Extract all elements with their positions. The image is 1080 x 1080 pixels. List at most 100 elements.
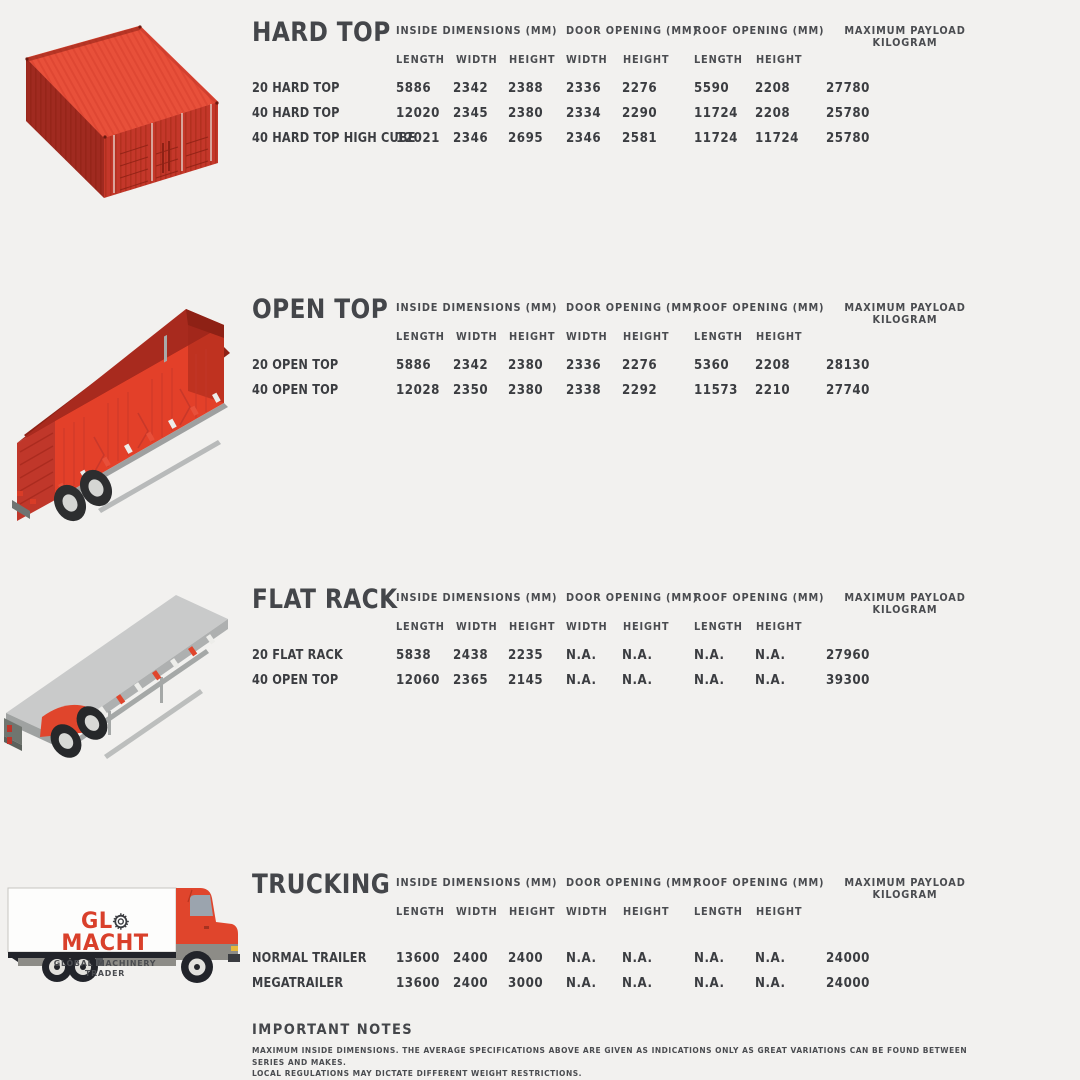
cell-inside-height: 2380 [508,382,544,398]
group-header-door-opening: DOOR OPENING (MM) [566,25,698,37]
cell-inside-length: 12021 [396,130,440,146]
cell-inside-height: 2400 [508,950,544,966]
row-label: MEGATRAILER [252,975,344,991]
cell-inside-width: 2345 [453,105,489,121]
cell-roof-height: N.A. [755,672,786,688]
row-label: 20 FLAT RACK [252,647,343,663]
payload-line2: KILOGRAM [872,604,938,616]
cell-door-width: 2338 [566,382,602,398]
important-notes: IMPORTANT NOTES MAXIMUM INSIDE DIMENSION… [252,1022,1032,1080]
group-header-door-opening: DOOR OPENING (MM) [566,302,698,314]
cell-door-height: N.A. [622,950,653,966]
cell-inside-width: 2346 [453,130,489,146]
group-header-maximum-payload: MAXIMUM PAYLOAD KILOGRAM [831,592,980,616]
subheader-door-height: HEIGHT [623,621,670,633]
cell-door-width: 2334 [566,105,602,121]
cell-roof-height: N.A. [755,950,786,966]
red-shipping-container-icon [25,25,219,198]
row-label: 40 OPEN TOP [252,672,339,688]
group-header-roof-opening: ROOF OPENING (MM) [694,592,825,604]
cell-roof-height: 2210 [755,382,791,398]
subheader-inside-width: WIDTH [456,54,498,66]
cell-door-width: N.A. [566,647,597,663]
cell-roof-height: 11724 [755,130,799,146]
cell-payload: 27960 [826,647,870,663]
cell-door-height: 2276 [622,357,658,373]
table-row: 40 HARD TOP 12020 2345 2380 2334 2290 11… [250,105,1080,130]
subheader-inside-width: WIDTH [456,621,498,633]
glomacht-box-truck-icon [7,887,240,983]
cell-payload: 28130 [826,357,870,373]
cell-inside-width: 2350 [453,382,489,398]
subheader-inside-height: HEIGHT [509,621,556,633]
cell-inside-width: 2342 [453,80,489,96]
cell-inside-height: 2695 [508,130,544,146]
cell-inside-length: 13600 [396,950,440,966]
subheader-door-width: WIDTH [566,331,608,343]
cell-door-width: N.A. [566,975,597,991]
table-row: 20 FLAT RACK 5838 2438 2235 N.A. N.A. N.… [250,647,1080,672]
payload-line1: MAXIMUM PAYLOAD [844,592,966,604]
cell-door-height: N.A. [622,647,653,663]
section-title: OPEN TOP [252,294,389,325]
cell-inside-length: 12060 [396,672,440,688]
cell-roof-length: 11724 [694,105,738,121]
cell-inside-height: 2380 [508,105,544,121]
subheader-door-height: HEIGHT [623,54,670,66]
notes-line-1: MAXIMUM INSIDE DIMENSIONS. THE AVERAGE S… [252,1046,968,1067]
cell-roof-height: N.A. [755,975,786,991]
group-header-inside-dimensions: INSIDE DIMENSIONS (MM) [396,592,558,604]
group-header-maximum-payload: MAXIMUM PAYLOAD KILOGRAM [831,877,980,901]
subheader-door-height: HEIGHT [623,906,670,918]
cell-door-width: 2336 [566,357,602,373]
cell-payload: 24000 [826,950,870,966]
cell-inside-width: 2342 [453,357,489,373]
cell-payload: 39300 [826,672,870,688]
notes-heading: IMPORTANT NOTES [252,1022,414,1038]
notes-line-2: LOCAL REGULATIONS MAY DICTATE DIFFERENT … [252,1069,583,1078]
cell-roof-height: 2208 [755,80,791,96]
subheader-roof-height: HEIGHT [756,906,803,918]
cell-payload: 24000 [826,975,870,991]
group-header-roof-opening: ROOF OPENING (MM) [694,302,825,314]
cell-inside-height: 2235 [508,647,544,663]
cell-roof-length: N.A. [694,647,725,663]
payload-line1: MAXIMUM PAYLOAD [844,877,966,889]
cell-roof-length: 5360 [694,357,730,373]
cell-payload: 25780 [826,105,870,121]
cell-inside-length: 13600 [396,975,440,991]
subheader-roof-height: HEIGHT [756,54,803,66]
cell-door-height: 2581 [622,130,658,146]
cell-door-width: 2346 [566,130,602,146]
table-row: 40 HARD TOP HIGH CUBE 12021 2346 2695 23… [250,130,1080,155]
cell-door-height: N.A. [622,975,653,991]
row-label: 40 OPEN TOP [252,382,339,398]
subheader-roof-length: LENGTH [694,621,743,633]
cell-inside-length: 5838 [396,647,432,663]
cell-inside-width: 2438 [453,647,489,663]
subheader-inside-length: LENGTH [396,54,445,66]
subheader-inside-height: HEIGHT [509,331,556,343]
cell-inside-width: 2365 [453,672,489,688]
cell-door-height: 2276 [622,80,658,96]
group-header-inside-dimensions: INSIDE DIMENSIONS (MM) [396,302,558,314]
cell-inside-height: 2145 [508,672,544,688]
table-row: 20 HARD TOP 5886 2342 2388 2336 2276 559… [250,80,1080,105]
flat-rack-illustration [0,585,250,780]
cell-inside-length: 5886 [396,80,432,96]
subheader-inside-length: LENGTH [396,331,445,343]
table-row: 40 OPEN TOP 12028 2350 2380 2338 2292 11… [250,382,1080,407]
cell-inside-length: 12028 [396,382,440,398]
payload-line2: KILOGRAM [872,37,938,49]
table-row: 40 OPEN TOP 12060 2365 2145 N.A. N.A. N.… [250,672,1080,697]
group-header-maximum-payload: MAXIMUM PAYLOAD KILOGRAM [831,302,980,326]
payload-line2: KILOGRAM [872,889,938,901]
subheader-inside-width: WIDTH [456,331,498,343]
red-open-top-trailer-icon [12,309,230,522]
subheader-roof-length: LENGTH [694,906,743,918]
subheader-door-width: WIDTH [566,621,608,633]
cell-roof-length: 5590 [694,80,730,96]
cell-inside-length: 5886 [396,357,432,373]
subheader-door-width: WIDTH [566,906,608,918]
